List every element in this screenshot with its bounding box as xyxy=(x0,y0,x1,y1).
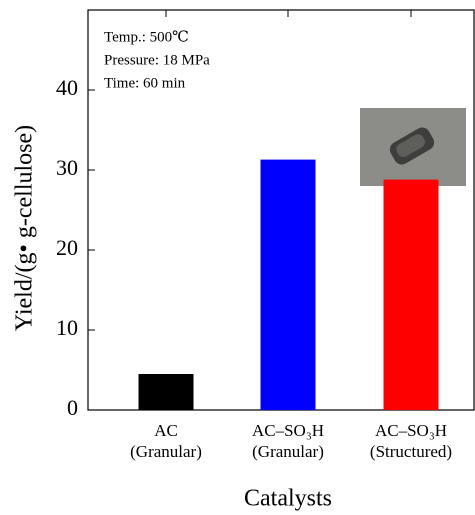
x-tick-label: (Granular) xyxy=(130,442,202,461)
annotation: Time: 60 min xyxy=(104,75,186,91)
annotation: Temp.: 500℃ xyxy=(104,29,189,45)
y-tick-label: 0 xyxy=(67,395,78,420)
annotation: Pressure: 18 MPa xyxy=(104,52,210,68)
y-tick-label: 30 xyxy=(56,155,78,180)
bar xyxy=(260,159,316,410)
y-axis-label: Yield/(g• g-cellulose) xyxy=(12,125,38,331)
y-tick-label: 10 xyxy=(56,315,78,340)
bar xyxy=(383,179,439,410)
y-tick-label: 20 xyxy=(56,235,78,260)
x-tick-label: AC xyxy=(154,421,178,440)
x-tick-label: AC–SO₃H xyxy=(252,421,324,440)
bar xyxy=(138,374,194,410)
x-tick-label: (Granular) xyxy=(252,442,324,461)
x-axis-label: Catalysts xyxy=(244,486,332,512)
x-tick-label: AC–SO₃H xyxy=(375,421,447,440)
y-tick-label: 40 xyxy=(56,75,78,100)
x-tick-label: (Structured) xyxy=(370,442,452,461)
inset-photo xyxy=(360,108,466,186)
